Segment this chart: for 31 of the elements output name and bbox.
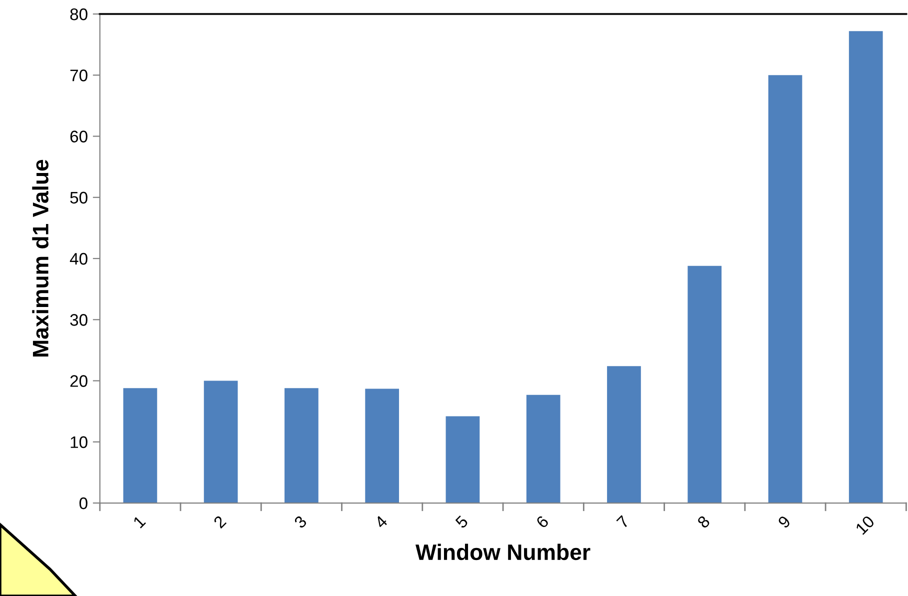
bar	[446, 416, 480, 504]
x-tick-label: 8	[696, 514, 711, 529]
x-tick-label: 6	[535, 514, 550, 529]
y-tick-label: 20	[70, 375, 88, 387]
y-tick-label: 50	[70, 192, 88, 204]
x-tick-label: 10	[855, 514, 876, 535]
bar	[123, 388, 158, 504]
bar	[768, 75, 802, 504]
bar	[688, 266, 722, 504]
y-tick-label: 70	[70, 70, 88, 82]
y-tick-label: 30	[70, 314, 88, 326]
bar	[284, 388, 318, 504]
x-tick-label: 9	[777, 515, 792, 529]
bar	[848, 31, 883, 504]
y-tick-label: 40	[70, 252, 88, 265]
bar	[204, 380, 238, 504]
y-tick-label: 10	[70, 436, 88, 448]
bar	[365, 388, 400, 504]
x-axis-title: Window Number	[416, 544, 590, 560]
x-tick-label: 7	[616, 515, 630, 529]
y-tick-label: 0	[79, 497, 88, 510]
x-tick-label: 4	[374, 514, 388, 529]
y-tick-label: 60	[70, 130, 88, 142]
bar	[526, 394, 560, 504]
x-tick-label: 2	[212, 515, 227, 529]
y-axis-title: Maximum d1 Value	[32, 160, 48, 356]
x-tick-label: 5	[454, 515, 469, 529]
bar	[607, 366, 641, 504]
y-tick-label: 80	[70, 8, 88, 20]
x-tick-label: 3	[293, 514, 308, 529]
x-tick-label: 1	[132, 515, 146, 528]
